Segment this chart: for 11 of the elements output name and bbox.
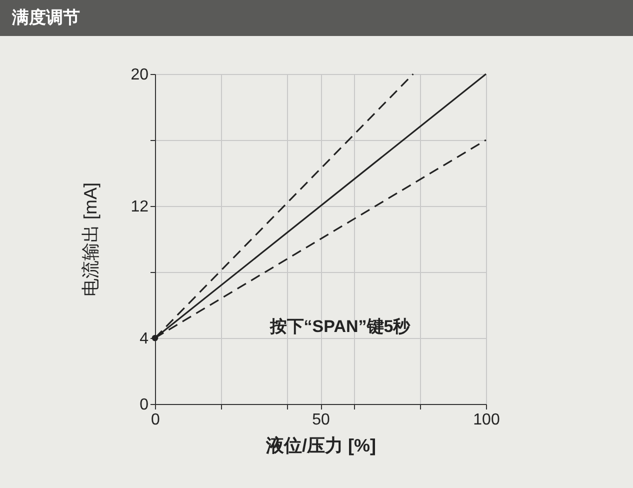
y-tick-label: 20 [130, 66, 149, 84]
y-tick-label: 4 [140, 330, 149, 348]
x-axis-title: 液位/压力 [%] [265, 436, 376, 456]
x-tick-label: 0 [151, 412, 160, 428]
x-tick-label: 100 [473, 412, 500, 428]
annotation: 按下“SPAN”键5秒 [268, 317, 412, 336]
y-tick-label: 12 [130, 198, 149, 216]
y-tick-label: 0 [140, 396, 149, 414]
y-axis-title: 电流输出 [mA] [80, 182, 101, 297]
x-tick-label: 50 [312, 412, 330, 428]
chart-title: 满度调节 [11, 8, 80, 27]
